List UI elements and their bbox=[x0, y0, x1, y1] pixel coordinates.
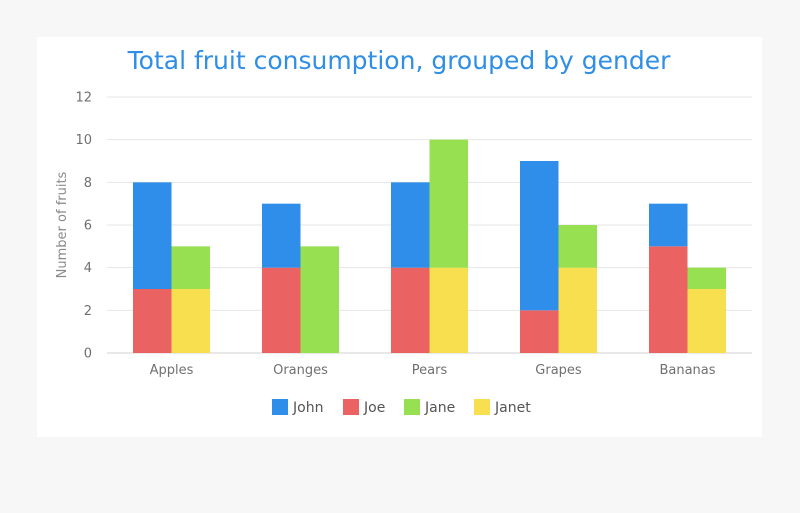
x-tick-label: Pears bbox=[412, 363, 448, 378]
legend[interactable]: John Joe Jane Janet bbox=[272, 399, 531, 416]
legend-swatch bbox=[343, 399, 359, 415]
y-axis-label: Number of fruits bbox=[55, 171, 70, 278]
y-tick-label: 2 bbox=[84, 304, 92, 319]
x-tick-label: Oranges bbox=[273, 363, 328, 378]
bar-jane-apples[interactable] bbox=[171, 246, 211, 289]
x-tick-label: Grapes bbox=[535, 363, 582, 378]
bar-jane-pears[interactable] bbox=[429, 139, 469, 268]
legend-label: Janet bbox=[494, 400, 531, 416]
bar-joe-apples[interactable] bbox=[133, 289, 172, 353]
bar-john-grapes[interactable] bbox=[520, 161, 559, 311]
legend-item-jane[interactable]: Jane bbox=[404, 399, 455, 416]
y-tick-label: 12 bbox=[75, 91, 92, 106]
legend-swatch bbox=[474, 399, 490, 415]
bar-john-pears[interactable] bbox=[391, 182, 430, 268]
x-axis-ticks: Apples Oranges Pears Grapes Bananas bbox=[150, 363, 716, 378]
x-tick-label: Bananas bbox=[659, 363, 715, 378]
legend-label: Jane bbox=[424, 400, 455, 416]
x-tick-label: Apples bbox=[150, 363, 194, 378]
bar-joe-bananas[interactable] bbox=[649, 246, 688, 353]
bar-janet-bananas[interactable] bbox=[687, 289, 727, 353]
bar-john-apples[interactable] bbox=[133, 182, 172, 289]
bar-jane-grapes[interactable] bbox=[558, 225, 598, 268]
bar-john-bananas[interactable] bbox=[649, 203, 688, 247]
y-tick-label: 6 bbox=[84, 219, 92, 234]
legend-swatch bbox=[272, 399, 288, 415]
bar-janet-apples[interactable] bbox=[171, 289, 211, 353]
legend-label: John bbox=[292, 400, 323, 416]
legend-item-joe[interactable]: Joe bbox=[343, 399, 385, 416]
bar-joe-grapes[interactable] bbox=[520, 310, 559, 353]
y-tick-label: 10 bbox=[75, 133, 92, 148]
y-tick-label: 8 bbox=[84, 176, 92, 191]
bar-joe-pears[interactable] bbox=[391, 267, 430, 353]
legend-item-janet[interactable]: Janet bbox=[474, 399, 531, 416]
y-tick-label: 0 bbox=[84, 347, 92, 362]
bar-janet-grapes[interactable] bbox=[558, 267, 598, 353]
y-tick-label: 4 bbox=[84, 261, 92, 276]
bars[interactable] bbox=[133, 139, 727, 353]
bar-janet-pears[interactable] bbox=[429, 267, 469, 353]
bar-jane-oranges[interactable] bbox=[300, 246, 340, 353]
legend-item-john[interactable]: John bbox=[272, 399, 323, 416]
legend-label: Joe bbox=[363, 400, 385, 416]
y-axis-ticks: 0 2 4 6 8 10 12 bbox=[75, 91, 92, 362]
bar-jane-bananas[interactable] bbox=[687, 267, 727, 289]
legend-swatch bbox=[404, 399, 420, 415]
bar-john-oranges[interactable] bbox=[262, 203, 301, 268]
chart-title: Total fruit consumption, grouped by gend… bbox=[127, 46, 671, 75]
bar-joe-oranges[interactable] bbox=[262, 267, 301, 353]
